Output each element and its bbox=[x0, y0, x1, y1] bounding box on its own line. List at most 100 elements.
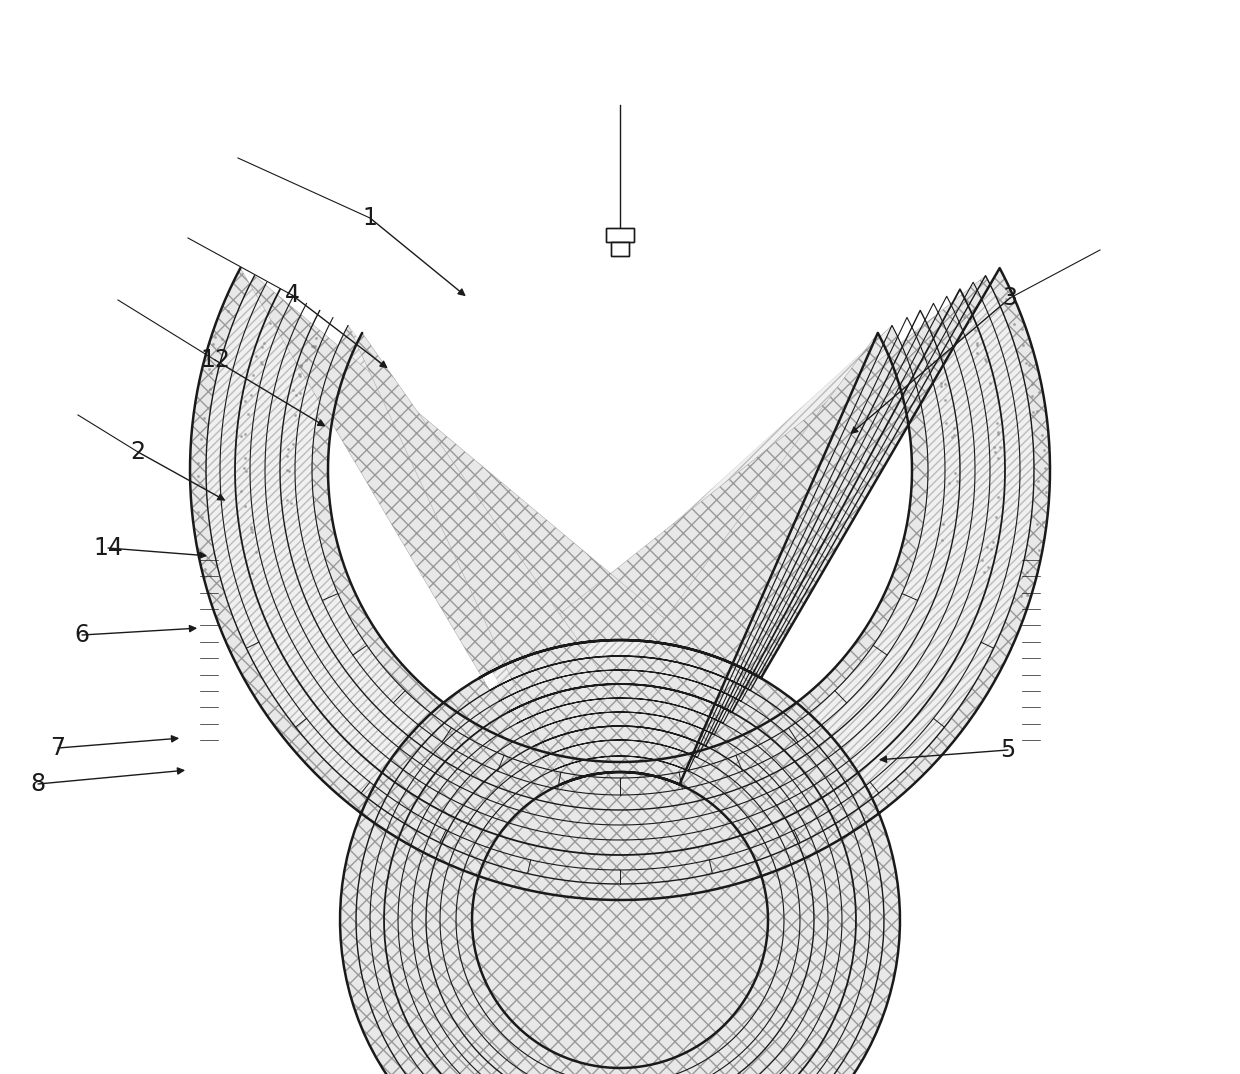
Text: 5: 5 bbox=[1001, 738, 1016, 761]
Point bbox=[920, 333, 940, 350]
Point bbox=[187, 504, 207, 521]
Point bbox=[242, 518, 262, 535]
Point bbox=[232, 427, 252, 445]
Point bbox=[306, 329, 326, 346]
Point bbox=[1028, 479, 1048, 496]
Point bbox=[983, 533, 1003, 550]
Point bbox=[1022, 388, 1042, 405]
Point bbox=[988, 450, 1008, 467]
Point bbox=[1016, 354, 1035, 372]
Point bbox=[988, 425, 1008, 442]
Point bbox=[996, 291, 1016, 308]
Point bbox=[967, 336, 987, 353]
Point bbox=[1013, 336, 1033, 353]
Text: 2: 2 bbox=[130, 440, 145, 464]
Point bbox=[192, 508, 212, 525]
Point bbox=[1016, 583, 1035, 600]
Point bbox=[936, 415, 956, 432]
Point bbox=[200, 380, 219, 397]
Point bbox=[1017, 564, 1037, 581]
Point bbox=[1019, 357, 1039, 374]
Point bbox=[1027, 403, 1047, 420]
Point bbox=[283, 435, 303, 452]
Bar bbox=[611, 242, 629, 256]
Point bbox=[942, 429, 962, 446]
Point bbox=[987, 415, 1007, 432]
Point bbox=[1017, 586, 1037, 604]
Point bbox=[277, 461, 296, 478]
Point bbox=[944, 419, 963, 436]
Point bbox=[291, 357, 311, 374]
Point bbox=[1029, 383, 1049, 401]
Point bbox=[983, 438, 1003, 455]
Point bbox=[935, 391, 955, 408]
Point bbox=[291, 358, 311, 375]
Point bbox=[278, 440, 298, 458]
Point bbox=[945, 426, 965, 444]
Bar bbox=[606, 228, 634, 242]
Point bbox=[237, 463, 257, 480]
Point bbox=[939, 475, 959, 492]
Point bbox=[981, 375, 1001, 392]
Point bbox=[193, 409, 213, 426]
Point bbox=[988, 423, 1008, 440]
Point bbox=[990, 438, 1009, 455]
Point bbox=[277, 448, 296, 465]
Point bbox=[242, 565, 262, 582]
Point bbox=[254, 335, 274, 352]
Point bbox=[236, 392, 255, 409]
Point bbox=[200, 566, 219, 583]
Point bbox=[289, 365, 309, 382]
Point bbox=[188, 454, 208, 471]
Point bbox=[252, 355, 272, 373]
Point bbox=[960, 313, 980, 330]
Point bbox=[286, 387, 306, 404]
Point bbox=[246, 543, 265, 561]
Text: 4: 4 bbox=[284, 284, 300, 307]
Point bbox=[978, 558, 998, 576]
Point bbox=[932, 532, 952, 549]
Point bbox=[260, 314, 280, 331]
Point bbox=[1023, 404, 1043, 421]
Point bbox=[975, 564, 994, 581]
Point bbox=[252, 338, 272, 355]
Point bbox=[1022, 540, 1042, 557]
Point bbox=[972, 551, 992, 568]
Point bbox=[977, 539, 997, 556]
Point bbox=[1027, 514, 1047, 532]
Point bbox=[278, 491, 298, 508]
Point bbox=[234, 450, 254, 467]
Point bbox=[279, 462, 299, 479]
Point bbox=[231, 482, 250, 499]
Point bbox=[965, 321, 985, 338]
Bar bbox=[611, 242, 629, 256]
Point bbox=[280, 494, 300, 511]
Point bbox=[198, 361, 218, 378]
Point bbox=[945, 464, 965, 481]
Point bbox=[976, 352, 996, 369]
Point bbox=[1029, 541, 1049, 558]
Point bbox=[975, 351, 994, 368]
Point bbox=[210, 586, 229, 604]
Point bbox=[187, 467, 207, 484]
Point bbox=[303, 337, 322, 354]
Point bbox=[986, 508, 1006, 525]
Point bbox=[234, 460, 254, 477]
Point bbox=[1011, 587, 1030, 605]
Point bbox=[242, 524, 262, 541]
Point bbox=[304, 338, 324, 355]
Point bbox=[988, 489, 1008, 506]
Point bbox=[931, 377, 951, 394]
Point bbox=[196, 561, 216, 578]
Point bbox=[967, 345, 987, 362]
Point bbox=[203, 335, 223, 352]
Point bbox=[1034, 441, 1054, 459]
Point bbox=[290, 384, 310, 402]
Point bbox=[935, 376, 955, 393]
Polygon shape bbox=[190, 268, 1050, 1074]
Point bbox=[205, 329, 224, 346]
Text: 6: 6 bbox=[74, 623, 89, 647]
Point bbox=[212, 331, 232, 348]
Point bbox=[981, 541, 1001, 558]
Point bbox=[1012, 321, 1032, 338]
